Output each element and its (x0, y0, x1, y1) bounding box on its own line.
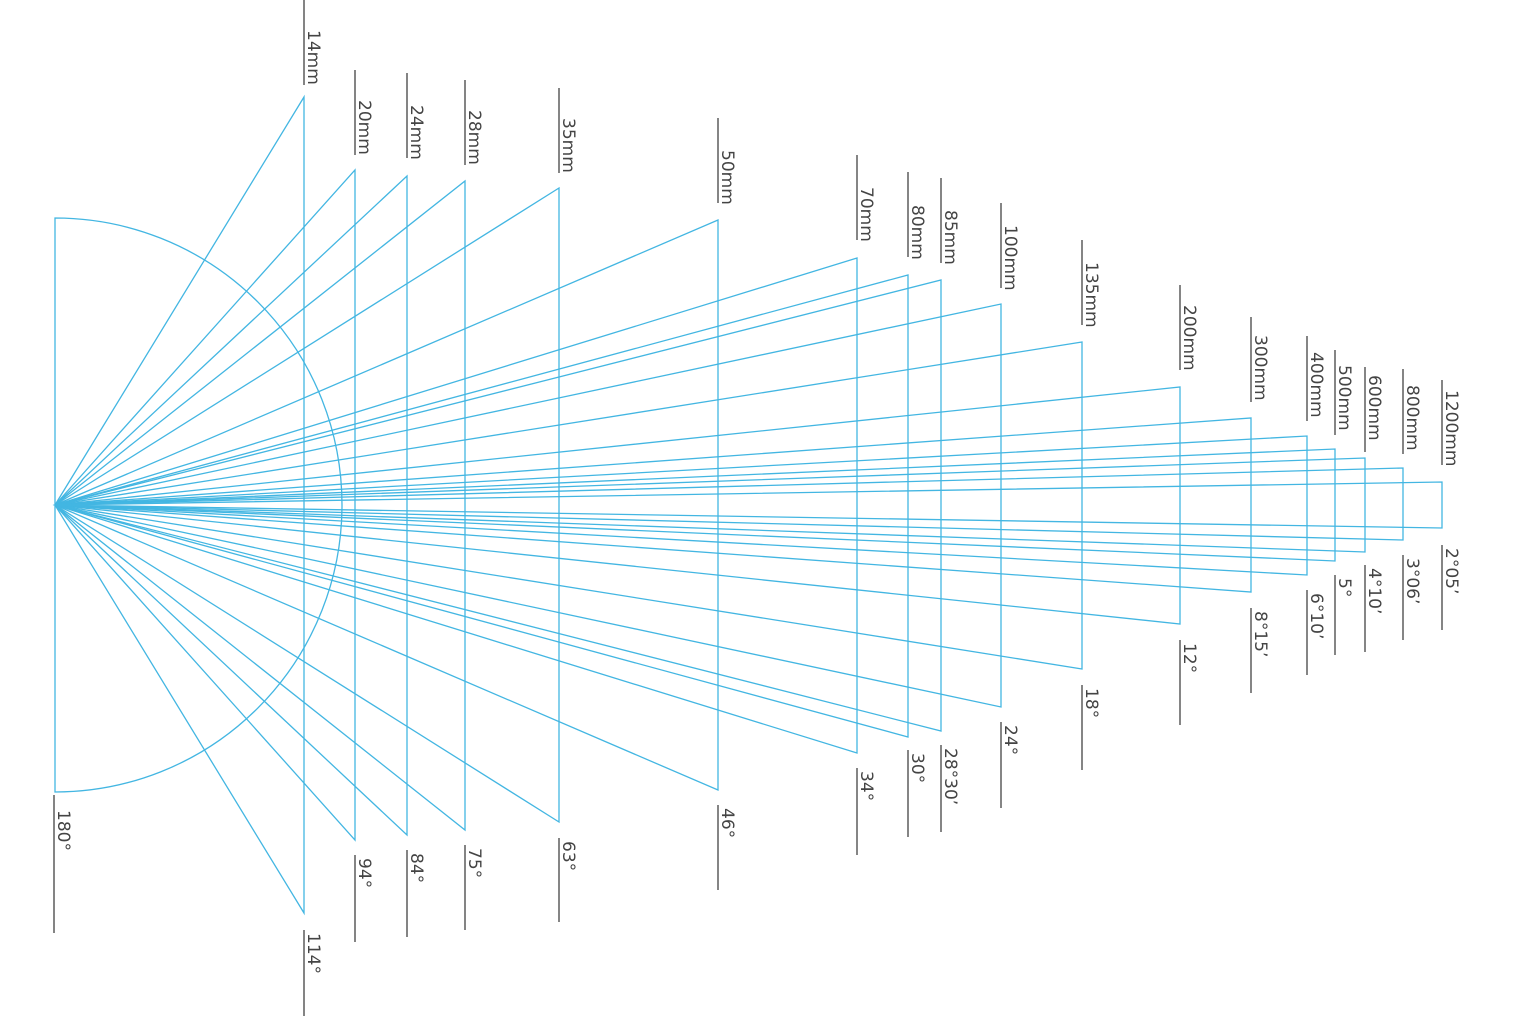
focal-length: 24mm (406, 105, 426, 160)
focal-length: 300mm (1250, 335, 1270, 401)
view-angle: 94° (354, 858, 374, 888)
focal-length: 14mm (303, 30, 323, 85)
view-angle: 24° (1000, 725, 1020, 755)
view-angle: 3°06’ (1402, 558, 1422, 604)
focal-length: 100mm (1000, 225, 1020, 291)
field-of-view (53, 219, 719, 791)
view-angle: 28°30’ (940, 748, 960, 805)
view-angle: 18° (1081, 688, 1101, 718)
focal-length: 70mm (856, 187, 876, 242)
view-angle: 12° (1179, 643, 1199, 673)
focal-length: 85mm (940, 210, 960, 265)
field-of-view (54, 448, 1336, 562)
view-angle: 75° (464, 848, 484, 878)
focal-length: 135mm (1081, 262, 1101, 328)
field-of-view (54, 168, 356, 842)
focal-length: 28mm (464, 110, 484, 165)
focal-length: 400mm (1306, 352, 1326, 418)
focal-length: 1200mm (1441, 390, 1461, 466)
view-angle: 6°10’ (1306, 593, 1326, 639)
field-of-view (54, 279, 942, 732)
field-of-view (54, 386, 1181, 625)
field-of-view (54, 481, 1443, 529)
field-of-view (52, 274, 909, 738)
field-of-view (53, 179, 466, 832)
focal-length: 50mm (717, 150, 737, 205)
focal-length: 20mm (354, 100, 374, 155)
field-of-view (54, 417, 1252, 593)
focal-length: 600mm (1364, 375, 1384, 441)
focal-length: 200mm (1179, 305, 1199, 371)
view-angle: 84° (406, 853, 426, 883)
view-angle: 2°05’ (1441, 548, 1461, 594)
field-of-view (52, 257, 858, 754)
focal-length: 35mm (558, 118, 578, 173)
field-of-view (53, 186, 560, 824)
view-angle: 114° (303, 933, 323, 974)
field-of-view (54, 457, 1366, 553)
field-of-view (54, 341, 1083, 670)
view-angle: 46° (717, 808, 737, 838)
focal-length: 800mm (1402, 385, 1422, 451)
view-angle: 8°15’ (1250, 611, 1270, 657)
view-angle: 4°10’ (1364, 568, 1384, 614)
view-angle: 34° (856, 771, 876, 801)
field-of-view (54, 435, 1308, 576)
half-circle-angle: 180° (53, 810, 73, 851)
field-of-view (54, 94, 305, 916)
view-angle: 5° (1334, 578, 1354, 597)
field-of-view (54, 467, 1404, 541)
field-of-view (54, 303, 1002, 708)
view-angle: 63° (558, 841, 578, 871)
view-angle: 30° (907, 753, 927, 783)
focal-length: 500mm (1334, 365, 1354, 431)
field-of-view (54, 174, 408, 837)
focal-length: 80mm (907, 205, 927, 260)
